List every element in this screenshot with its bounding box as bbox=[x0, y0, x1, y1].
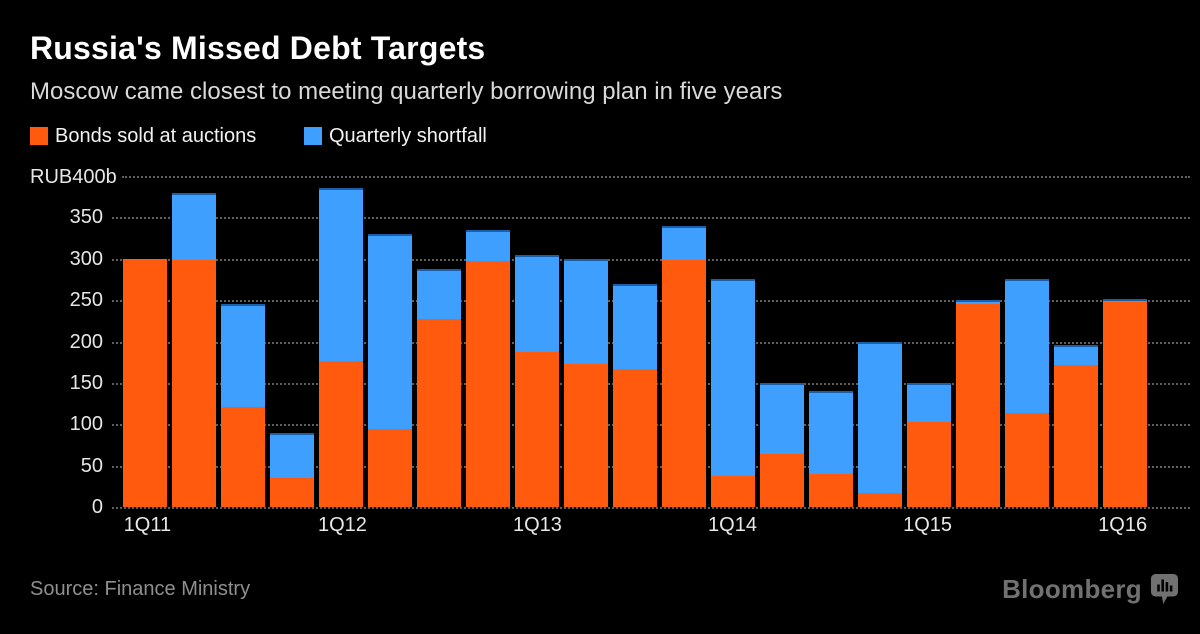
y-tick-label-150: 150 bbox=[69, 371, 103, 394]
shortfall-segment-1q13 bbox=[515, 254, 559, 353]
bar-4q15 bbox=[1054, 176, 1098, 507]
legend-swatch-shortfall bbox=[304, 127, 322, 145]
bonds-sold-segment-4q12 bbox=[466, 261, 510, 507]
bonds-sold-segment-3q12 bbox=[417, 319, 461, 507]
y-axis-unit-label: RUB400b bbox=[30, 166, 117, 188]
shortfall-segment-1q12 bbox=[319, 188, 363, 362]
bars-container bbox=[123, 176, 1147, 507]
shortfall-segment-1q15 bbox=[907, 382, 951, 422]
shortfall-segment-4q13 bbox=[662, 225, 706, 261]
bar-1q16 bbox=[1103, 176, 1147, 507]
bonds-sold-segment-3q13 bbox=[613, 368, 657, 507]
bonds-sold-segment-3q14 bbox=[809, 473, 853, 507]
bar-4q13 bbox=[662, 176, 706, 507]
y-tick-label-250: 250 bbox=[69, 289, 103, 312]
bonds-sold-segment-2q13 bbox=[564, 363, 608, 507]
y-tick-label-350: 350 bbox=[69, 206, 103, 229]
shortfall-segment-3q14 bbox=[809, 391, 853, 474]
legend-label-shortfall: Quarterly shortfall bbox=[329, 124, 487, 147]
bonds-sold-segment-4q13 bbox=[662, 260, 706, 507]
bonds-sold-segment-1q16 bbox=[1103, 301, 1147, 507]
bloomberg-logo: Bloomberg bbox=[1002, 574, 1178, 605]
y-tick-label-0: 0 bbox=[91, 496, 103, 518]
shortfall-segment-3q12 bbox=[417, 268, 461, 320]
y-tick-label-200: 200 bbox=[69, 330, 103, 353]
bonds-sold-segment-4q15 bbox=[1054, 364, 1098, 507]
shortfall-segment-4q14 bbox=[858, 341, 902, 493]
bar-3q13 bbox=[613, 176, 657, 507]
bar-4q12 bbox=[466, 176, 510, 507]
bonds-sold-segment-1q11 bbox=[123, 258, 167, 507]
shortfall-segment-2q11 bbox=[172, 192, 216, 261]
y-tick-label-100: 100 bbox=[69, 413, 103, 436]
bar-3q15 bbox=[1005, 176, 1049, 507]
bar-2q15 bbox=[956, 176, 1000, 507]
shortfall-segment-4q15 bbox=[1054, 344, 1098, 365]
shortfall-segment-4q12 bbox=[466, 229, 510, 262]
bar-4q14 bbox=[858, 176, 902, 507]
shortfall-segment-2q15 bbox=[956, 300, 1000, 305]
bonds-sold-segment-1q15 bbox=[907, 421, 951, 507]
shortfall-segment-2q13 bbox=[564, 258, 608, 364]
legend-swatch-bonds-sold bbox=[30, 127, 48, 145]
bar-2q14 bbox=[760, 176, 804, 507]
bonds-sold-segment-4q14 bbox=[858, 492, 902, 507]
gridline-300 bbox=[112, 258, 1190, 261]
bonds-sold-segment-2q11 bbox=[172, 260, 216, 507]
bar-1q11 bbox=[123, 176, 167, 507]
gridline-400 bbox=[122, 176, 1190, 178]
bonds-sold-segment-2q14 bbox=[760, 454, 804, 507]
shortfall-segment-2q14 bbox=[760, 382, 804, 455]
bar-1q12 bbox=[319, 176, 363, 507]
bonds-sold-segment-3q11 bbox=[221, 406, 265, 507]
shortfall-segment-2q12 bbox=[368, 233, 412, 430]
source-text: Source: Finance Ministry bbox=[30, 578, 251, 600]
gridline-350 bbox=[112, 217, 1190, 220]
chart-subtitle: Moscow came closest to meeting quarterly… bbox=[30, 78, 783, 105]
y-tick-label-50: 50 bbox=[80, 454, 103, 477]
shortfall-segment-3q15 bbox=[1005, 279, 1049, 413]
shortfall-segment-3q11 bbox=[221, 304, 265, 407]
shortfall-segment-1q14 bbox=[711, 279, 755, 476]
bonds-sold-segment-1q12 bbox=[319, 361, 363, 507]
x-tick-label-1q16: 1Q16 bbox=[1098, 514, 1148, 536]
bar-1q15 bbox=[907, 176, 951, 507]
shortfall-segment-4q11 bbox=[270, 432, 314, 479]
bar-3q14 bbox=[809, 176, 853, 507]
bonds-sold-segment-2q15 bbox=[956, 304, 1000, 507]
bar-1q13 bbox=[515, 176, 559, 507]
bar-2q12 bbox=[368, 176, 412, 507]
legend-item-shortfall: Quarterly shortfall bbox=[304, 124, 487, 147]
bonds-sold-segment-4q11 bbox=[270, 478, 314, 507]
shortfall-segment-3q13 bbox=[613, 283, 657, 369]
legend-label-bonds-sold: Bonds sold at auctions bbox=[55, 124, 257, 147]
bar-2q11 bbox=[172, 176, 216, 507]
bar-2q13 bbox=[564, 176, 608, 507]
y-tick-label-300: 300 bbox=[69, 247, 103, 270]
bonds-sold-segment-3q15 bbox=[1005, 412, 1049, 507]
bloomberg-logo-text: Bloomberg bbox=[1002, 574, 1142, 604]
bar-3q12 bbox=[417, 176, 461, 507]
x-tick-label-1q11: 1Q11 bbox=[123, 514, 172, 536]
bar-4q11 bbox=[270, 176, 314, 507]
bonds-sold-segment-1q14 bbox=[711, 475, 755, 507]
gridline-0 bbox=[112, 507, 1190, 509]
x-tick-label-1q14: 1Q14 bbox=[708, 514, 757, 536]
bonds-sold-segment-2q12 bbox=[368, 429, 412, 507]
legend-item-bonds-sold: Bonds sold at auctions bbox=[30, 124, 257, 147]
shortfall-segment-1q16 bbox=[1103, 298, 1147, 302]
bar-1q14 bbox=[711, 176, 755, 507]
bonds-sold-segment-1q13 bbox=[515, 352, 559, 507]
x-tick-label-1q15: 1Q15 bbox=[903, 514, 953, 536]
chart-title: Russia's Missed Debt Targets bbox=[30, 30, 486, 66]
bar-3q11 bbox=[221, 176, 265, 507]
x-tick-label-1q12: 1Q12 bbox=[317, 514, 367, 536]
bar-chart-bubble-icon bbox=[1151, 574, 1178, 604]
x-tick-label-1q13: 1Q13 bbox=[513, 514, 562, 536]
